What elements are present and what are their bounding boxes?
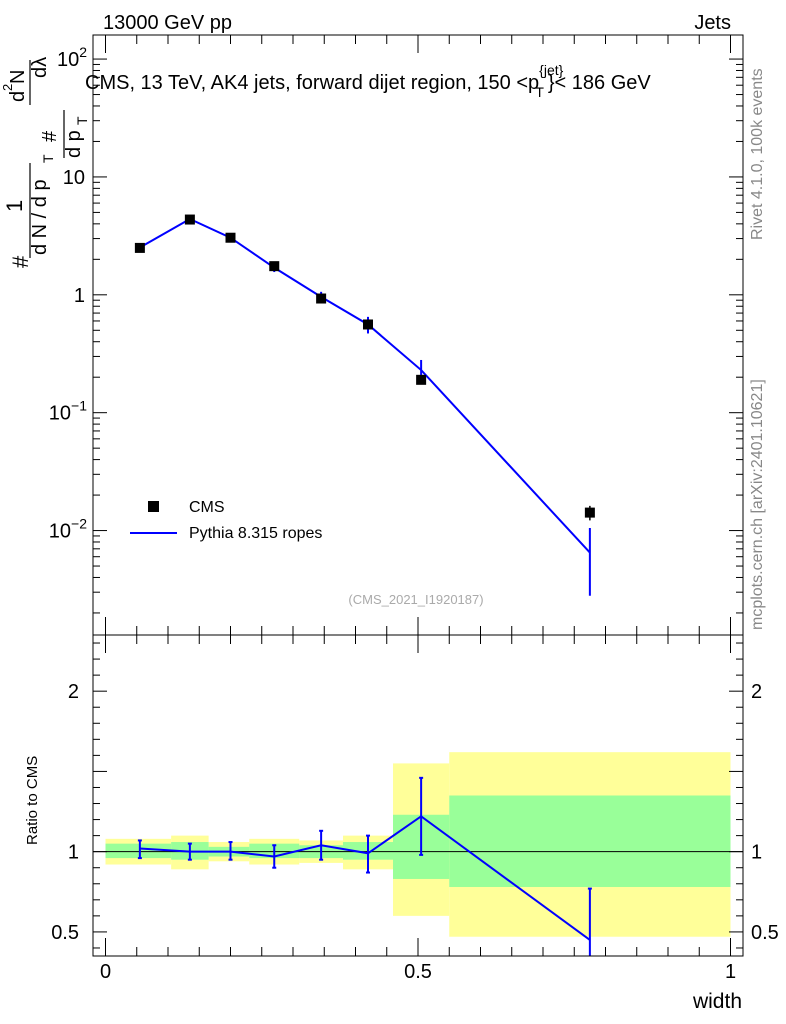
data-point: [225, 232, 236, 243]
title-subscript: T: [535, 84, 544, 100]
data-point: [184, 214, 195, 225]
legend: CMS Pythia 8.315 ropes: [130, 499, 322, 542]
ratio-mc-line: [139, 815, 591, 941]
chart-title: CMS, 13 TeV, AK4 jets, forward dijet reg…: [85, 62, 651, 100]
main-ylabel: # 1 d N / d p T # d p T d 2 N dλ: [0, 57, 90, 268]
ratio-band-inner: [105, 843, 172, 859]
svg-text:d: d: [7, 91, 29, 102]
main-ytick-label: 1: [74, 285, 85, 307]
x-tick-label: 1: [725, 961, 736, 983]
ratio-ytick-label-right: 1: [751, 842, 762, 864]
ratio-ytick-label-left: 2: [68, 681, 79, 703]
legend-data-label: CMS: [189, 499, 225, 516]
analysis-watermark: (CMS_2021_I1920187): [348, 592, 483, 607]
legend-data-marker: [148, 501, 159, 512]
ratio-band-inner: [449, 795, 731, 887]
title-tail: }< 186 GeV: [548, 72, 652, 94]
svg-text:T: T: [40, 154, 56, 163]
data-point: [584, 507, 595, 518]
x-axis-label: width: [692, 990, 742, 1013]
svg-text:#: #: [39, 130, 61, 142]
title-superscript: {jet}: [539, 62, 563, 78]
svg-text:d p: d p: [63, 130, 85, 158]
ratio-axes: 0.5 0.5 1 1 2 2 0 0.5 1: [51, 635, 779, 983]
data-point: [316, 293, 327, 304]
ratio-mc-series: [137, 776, 592, 956]
svg-text:2: 2: [0, 84, 15, 91]
main-mc-series: [139, 217, 591, 554]
main-ytick-label: 10−2: [49, 516, 87, 543]
source-reference: mcplots.cern.ch [arXiv:2401.10621]: [749, 379, 766, 630]
rivet-version: Rivet 4.1.0, 100k events: [749, 68, 766, 240]
svg-text:T: T: [74, 116, 90, 125]
main-ytick-label: 102: [57, 44, 87, 71]
svg-text:d N / d p: d N / d p: [29, 179, 51, 255]
mc-line: [139, 217, 591, 554]
data-point: [269, 261, 280, 272]
ratio-ytick-label-left: 0.5: [51, 922, 79, 944]
svg-text:dλ: dλ: [29, 57, 51, 78]
data-point: [363, 319, 373, 330]
x-tick-label: 0.5: [404, 961, 432, 983]
data-point: [134, 242, 145, 253]
svg-text:1: 1: [2, 200, 27, 212]
svg-text:#: #: [8, 255, 33, 268]
header-right: Jets: [694, 12, 731, 34]
ratio-ytick-label-right: 2: [751, 681, 762, 703]
ratio-ylabel: Ratio to CMS: [24, 756, 41, 845]
ratio-ytick-label-left: 1: [68, 842, 79, 864]
legend-mc-label: Pythia 8.315 ropes: [189, 525, 322, 542]
main-ytick-label: 10: [63, 167, 85, 189]
data-point: [416, 374, 427, 385]
main-ytick-label: 10−1: [49, 398, 87, 425]
header-left: 13000 GeV pp: [103, 12, 232, 34]
x-tick-label: 0: [100, 961, 111, 983]
main-frame: [92, 34, 744, 636]
svg-text:N: N: [7, 70, 29, 84]
main-data-series: [134, 214, 595, 521]
ratio-ytick-label-right: 0.5: [751, 922, 779, 944]
main-axes: 10−2 10−1 1 10 102: [49, 35, 743, 635]
